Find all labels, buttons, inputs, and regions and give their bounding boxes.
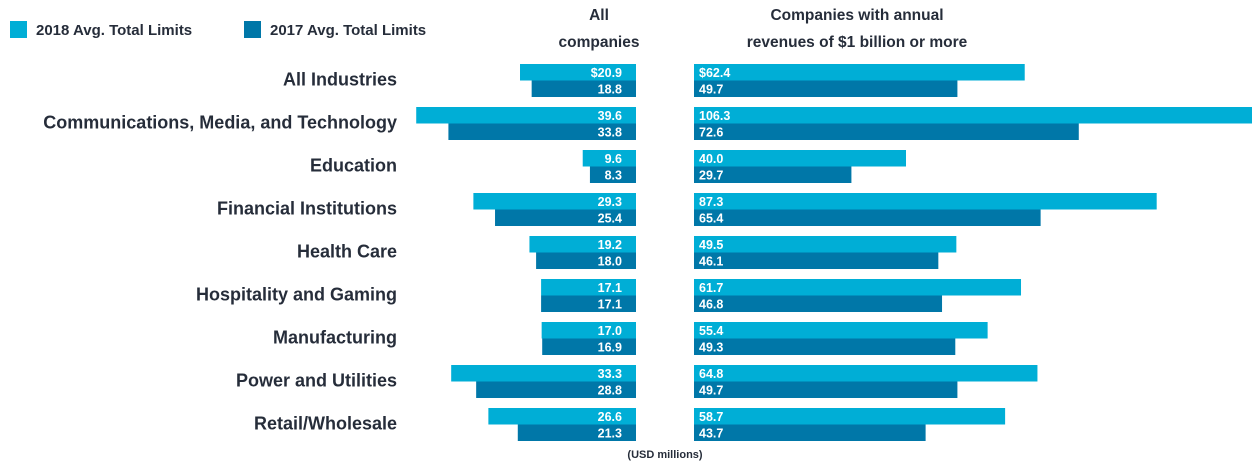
- bar-large-2017-hospitality-and-gaming: [694, 295, 943, 312]
- bar-large-2017-communications-media-and-technology: [694, 123, 1079, 140]
- value-label-all-2017-communications-media-and-technology: 33.8: [598, 126, 622, 140]
- value-label-large-2018-power-and-utilities: 64.8: [699, 367, 723, 381]
- value-label-large-2017-manufacturing: 49.3: [699, 341, 723, 355]
- bar-all-2017-retail-wholesale: [517, 424, 636, 441]
- value-label-all-2018-financial-institutions: 29.3: [598, 195, 622, 209]
- value-label-all-2018-manufacturing: 17.0: [598, 324, 622, 338]
- bar-large-2018-all-industries: [694, 64, 1025, 81]
- bar-large-2017-manufacturing: [694, 338, 956, 355]
- bar-large-2018-power-and-utilities: [694, 365, 1038, 382]
- bar-large-2017-education: [694, 166, 852, 183]
- value-label-large-2017-education: 29.7: [699, 169, 723, 183]
- value-label-large-2018-manufacturing: 55.4: [699, 324, 723, 338]
- value-label-large-2018-financial-institutions: 87.3: [699, 195, 723, 209]
- bar-all-2017-communications-media-and-technology: [448, 123, 636, 140]
- value-label-large-2017-communications-media-and-technology: 72.6: [699, 126, 723, 140]
- bar-large-2018-education: [694, 150, 906, 167]
- bar-all-2017-financial-institutions: [495, 209, 636, 226]
- panel-left-title-line1: All: [589, 7, 609, 24]
- value-label-all-2017-education: 8.3: [605, 169, 622, 183]
- value-label-all-2018-hospitality-and-gaming: 17.1: [598, 281, 622, 295]
- panel-left-title-line2: companies: [559, 34, 640, 51]
- legend-label-2017: 2017 Avg. Total Limits: [270, 22, 426, 39]
- bar-large-2017-power-and-utilities: [694, 381, 958, 398]
- bar-large-2017-health-care: [694, 252, 939, 269]
- value-label-all-2018-retail-wholesale: 26.6: [598, 410, 622, 424]
- bar-all-2018-all-industries: [520, 64, 636, 81]
- value-label-large-2018-all-industries: $62.4: [699, 66, 730, 80]
- panel-right-title-line1: Companies with annual: [770, 7, 943, 24]
- value-label-all-2018-health-care: 19.2: [598, 238, 622, 252]
- bar-large-2018-financial-institutions: [694, 193, 1157, 210]
- bar-large-2018-communications-media-and-technology: [694, 107, 1252, 124]
- bar-large-2018-manufacturing: [694, 322, 988, 339]
- category-label-retail-wholesale: Retail/Wholesale: [254, 414, 397, 434]
- value-label-large-2018-retail-wholesale: 58.7: [699, 410, 723, 424]
- bar-large-2018-hospitality-and-gaming: [694, 279, 1022, 296]
- bars-group: All Industries $20.9 $62.4 18.8 49.7 Communic…: [43, 64, 1252, 441]
- bar-all-2017-health-care: [536, 252, 636, 269]
- category-label-education: Education: [310, 156, 397, 176]
- category-label-financial-institutions: Financial Institutions: [217, 199, 397, 219]
- value-label-large-2017-hospitality-and-gaming: 46.8: [699, 298, 723, 312]
- bar-all-2018-financial-institutions: [473, 193, 636, 210]
- value-label-all-2018-power-and-utilities: 33.3: [598, 367, 622, 381]
- category-label-manufacturing: Manufacturing: [273, 328, 397, 348]
- category-label-all-industries: All Industries: [283, 70, 397, 90]
- value-label-large-2017-power-and-utilities: 49.7: [699, 384, 723, 398]
- value-label-large-2017-retail-wholesale: 43.7: [699, 427, 723, 441]
- bar-all-2018-retail-wholesale: [488, 408, 636, 425]
- bar-all-2018-communications-media-and-technology: [416, 107, 636, 124]
- value-label-large-2018-health-care: 49.5: [699, 238, 723, 252]
- bar-all-2017-education: [589, 166, 636, 183]
- value-label-all-2017-manufacturing: 16.9: [598, 341, 622, 355]
- value-label-all-2017-retail-wholesale: 21.3: [598, 427, 622, 441]
- bar-all-2018-health-care: [529, 236, 636, 253]
- bar-all-2017-all-industries: [531, 80, 636, 97]
- value-label-all-2017-hospitality-and-gaming: 17.1: [598, 298, 622, 312]
- bar-large-2018-retail-wholesale: [694, 408, 1006, 425]
- value-label-all-2017-health-care: 18.0: [598, 255, 622, 269]
- category-label-hospitality-and-gaming: Hospitality and Gaming: [196, 285, 397, 305]
- category-label-health-care: Health Care: [297, 242, 397, 262]
- bar-large-2018-health-care: [694, 236, 957, 253]
- value-label-large-2017-all-industries: 49.7: [699, 83, 723, 97]
- legend-swatch-2018: [10, 21, 27, 38]
- bar-large-2017-financial-institutions: [694, 209, 1041, 226]
- value-label-all-2017-power-and-utilities: 28.8: [598, 384, 622, 398]
- bar-all-2017-power-and-utilities: [476, 381, 636, 398]
- value-label-large-2018-hospitality-and-gaming: 61.7: [699, 281, 723, 295]
- bar-all-2017-hospitality-and-gaming: [541, 295, 636, 312]
- bar-all-2018-education: [582, 150, 636, 167]
- bar-large-2017-all-industries: [694, 80, 958, 97]
- bar-all-2018-power-and-utilities: [451, 365, 636, 382]
- bar-large-2017-retail-wholesale: [694, 424, 926, 441]
- value-label-large-2017-health-care: 46.1: [699, 255, 723, 269]
- category-label-power-and-utilities: Power and Utilities: [236, 371, 397, 391]
- value-label-large-2017-financial-institutions: 65.4: [699, 212, 723, 226]
- value-label-all-2017-all-industries: 18.8: [598, 83, 622, 97]
- unit-note: (USD millions): [627, 449, 703, 461]
- category-label-communications-media-and-technology: Communications, Media, and Technology: [43, 113, 397, 133]
- value-label-large-2018-communications-media-and-technology: 106.3: [699, 109, 730, 123]
- legend-swatch-2017: [244, 21, 261, 38]
- panel-right-title-line2: revenues of $1 billion or more: [747, 34, 968, 51]
- legend-label-2018: 2018 Avg. Total Limits: [36, 22, 192, 39]
- value-label-all-2018-education: 9.6: [605, 152, 622, 166]
- value-label-large-2018-education: 40.0: [699, 152, 723, 166]
- value-label-all-2018-all-industries: $20.9: [591, 66, 622, 80]
- bar-all-2018-hospitality-and-gaming: [541, 279, 636, 296]
- value-label-all-2017-financial-institutions: 25.4: [598, 212, 622, 226]
- bar-all-2018-manufacturing: [541, 322, 636, 339]
- bar-all-2017-manufacturing: [542, 338, 636, 355]
- value-label-all-2018-communications-media-and-technology: 39.6: [598, 109, 622, 123]
